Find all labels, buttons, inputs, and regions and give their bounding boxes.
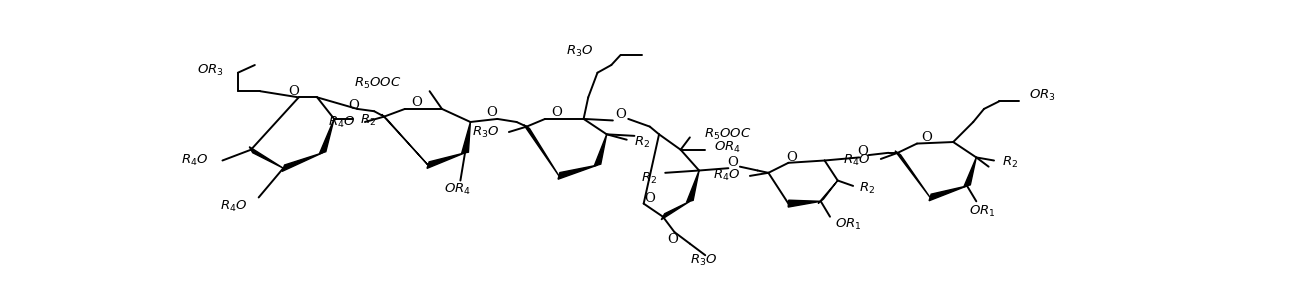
Text: O: O xyxy=(668,233,678,246)
Polygon shape xyxy=(249,147,283,168)
Polygon shape xyxy=(319,119,334,154)
Polygon shape xyxy=(818,181,837,204)
Text: $R_2$: $R_2$ xyxy=(642,171,657,186)
Text: $R_5OOC$: $R_5OOC$ xyxy=(353,76,402,91)
Text: $R_5OOC$: $R_5OOC$ xyxy=(704,127,751,142)
Text: $OR_3$: $OR_3$ xyxy=(197,63,224,78)
Text: O: O xyxy=(288,85,299,98)
Text: O: O xyxy=(411,96,422,109)
Text: $R_2$: $R_2$ xyxy=(635,134,651,150)
Text: O: O xyxy=(922,131,932,144)
Polygon shape xyxy=(595,134,606,166)
Text: $R_2$: $R_2$ xyxy=(360,113,377,128)
Polygon shape xyxy=(524,125,559,176)
Text: O: O xyxy=(786,151,797,164)
Text: $OR_1$: $OR_1$ xyxy=(835,217,861,232)
Text: $R_3O$: $R_3O$ xyxy=(690,253,717,268)
Polygon shape xyxy=(558,165,597,179)
Text: O: O xyxy=(726,156,738,169)
Text: $OR_4$: $OR_4$ xyxy=(715,140,742,155)
Text: $OR_1$: $OR_1$ xyxy=(969,204,996,219)
Text: O: O xyxy=(858,145,868,158)
Text: O: O xyxy=(486,106,497,119)
Polygon shape xyxy=(282,153,322,171)
Polygon shape xyxy=(426,153,466,168)
Polygon shape xyxy=(661,201,690,220)
Polygon shape xyxy=(964,157,977,187)
Text: O: O xyxy=(552,106,562,119)
Text: $R_4O$: $R_4O$ xyxy=(327,114,355,130)
Polygon shape xyxy=(382,114,428,165)
Text: $R_4O$: $R_4O$ xyxy=(712,168,739,184)
Text: $R_2$: $R_2$ xyxy=(859,181,875,196)
Text: $R_4O$: $R_4O$ xyxy=(220,199,248,214)
Polygon shape xyxy=(895,151,930,198)
Text: $R_4O$: $R_4O$ xyxy=(844,153,871,168)
Polygon shape xyxy=(928,186,968,201)
Polygon shape xyxy=(788,200,820,207)
Text: $R_4O$: $R_4O$ xyxy=(181,153,209,168)
Text: $R_3O$: $R_3O$ xyxy=(566,44,593,59)
Text: $R_3O$: $R_3O$ xyxy=(472,125,499,139)
Text: $OR_3$: $OR_3$ xyxy=(1029,88,1055,103)
Polygon shape xyxy=(462,122,471,153)
Polygon shape xyxy=(686,170,699,202)
Text: O: O xyxy=(615,108,626,121)
Text: $OR_4$: $OR_4$ xyxy=(443,182,471,197)
Text: O: O xyxy=(644,193,655,206)
Text: O: O xyxy=(348,99,359,111)
Text: $R_2$: $R_2$ xyxy=(1001,155,1018,170)
